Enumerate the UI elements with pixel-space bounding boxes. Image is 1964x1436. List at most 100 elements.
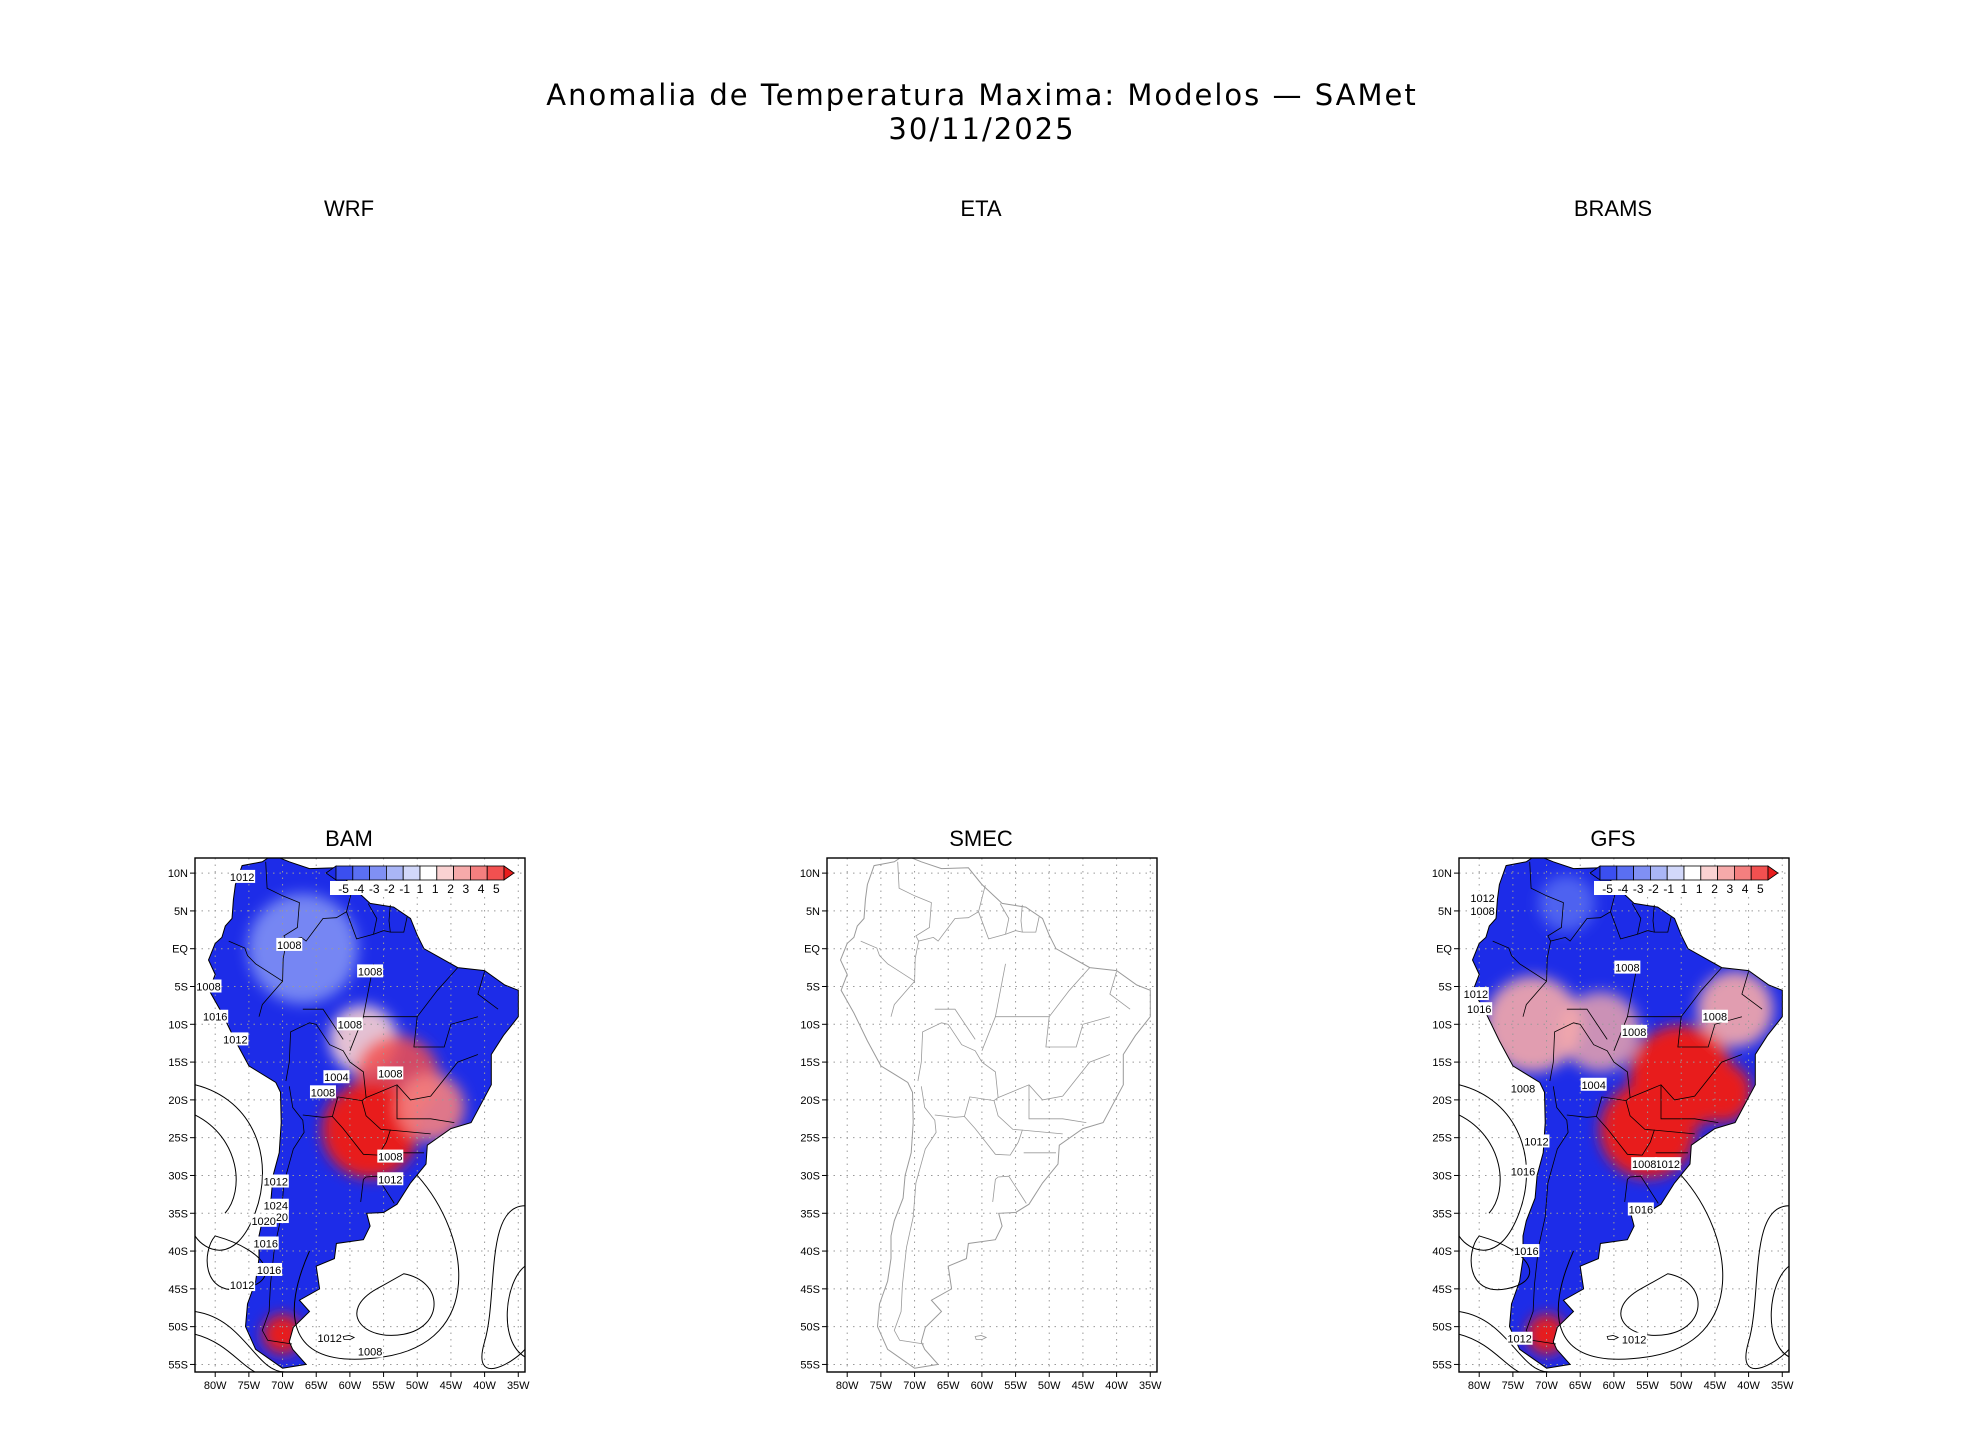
colorbar-label-bg [1594, 881, 1774, 895]
panel-title-gfs: GFS [1590, 826, 1636, 851]
colorbar-swatch [1666, 865, 1685, 881]
gfs-isobar-label: 1008 [1632, 1159, 1656, 1171]
lon-tick-label: 65W [1569, 1380, 1592, 1390]
gfs-isobar-label-bg [1701, 1009, 1728, 1023]
lon-tick-label: 50W [1670, 1380, 1693, 1390]
lat-tick-label: 10S [1432, 1019, 1452, 1031]
colorbar-label-bg [330, 881, 510, 895]
gfs-isobar-label: 1016 [1467, 1004, 1491, 1016]
bam-isobar-label: 1012 [223, 1034, 247, 1046]
lon-tick-label: 80W [204, 1380, 227, 1390]
lon-tick-label: 75W [238, 1380, 261, 1390]
bam-isobar-label: 1008 [378, 1068, 402, 1080]
colorbar-swatch [1750, 865, 1769, 881]
lon-tick-label: 50W [1038, 1380, 1061, 1390]
gfs-isobar-label: 1008 [1622, 1027, 1646, 1039]
lat-tick-label: 20S [168, 1095, 188, 1107]
gfs-isobar-label: 1016 [1629, 1204, 1653, 1216]
bam-falklands [342, 1335, 356, 1340]
lat-tick-label: 45S [1432, 1284, 1452, 1296]
smec-frame [826, 857, 1158, 1373]
smec-coastline [839, 858, 1151, 1369]
gfs-isobar-label-bg [1621, 1024, 1648, 1038]
lat-tick-label: 50S [800, 1322, 820, 1334]
bam-isobar-label-bg [309, 1085, 336, 1099]
gfs-isobar-label-bg [1469, 891, 1496, 905]
bam-isobar-label-bg [357, 964, 384, 978]
lon-tick-label: 55W [1636, 1380, 1659, 1390]
lon-tick-label: 65W [305, 1380, 328, 1390]
bam-map: 1012 1008 1008 1008 1016 1008 1012 1004 1008 1008… [168, 857, 530, 1390]
gfs-axis-labels: 10N 5N EQ 5S 10S 15S 20S 25S 30S 35S 40S 45S 50S 55S 8… [1432, 868, 1794, 1390]
gfs-isobar-label: 1012 [1464, 989, 1488, 1001]
lon-tick-label: 70W [1535, 1380, 1558, 1390]
colorbar-label: 1 [432, 882, 439, 896]
bam-isobar-label: 1008 [378, 1152, 402, 1164]
lon-tick-label: 40W [1105, 1380, 1128, 1390]
gfs-anomaly-blob [1599, 1082, 1696, 1179]
lat-tick-label: 30S [800, 1170, 820, 1182]
gfs-isobar-label: 1008 [1511, 1084, 1535, 1096]
gfs-isobar-label-bg [1469, 903, 1496, 917]
bam-anomaly-blob [396, 1073, 465, 1142]
gfs-coastline [1471, 858, 1783, 1369]
colorbar-warm-end [1767, 865, 1779, 881]
bam-isobar-label: 1012 [378, 1174, 402, 1186]
colorbar-label: 5 [493, 882, 500, 896]
lat-tick-label: 25S [168, 1133, 188, 1145]
bam-isobar-label-bg [262, 1174, 289, 1188]
bam-isobar-label: 1008 [277, 940, 301, 952]
lat-tick-label: 35S [168, 1208, 188, 1220]
gfs-map-body [1459, 858, 1789, 1372]
lat-tick-label: 10S [800, 1019, 820, 1031]
colorbar-label: 3 [462, 882, 469, 896]
bam-isobar-label-bg [202, 1009, 229, 1023]
colorbar-label: -3 [369, 882, 380, 896]
gfs-isobar-label-bg [1621, 1332, 1648, 1346]
lat-tick-label: 30S [168, 1170, 188, 1182]
lon-tick-label: 35W [507, 1380, 530, 1390]
map-panel-bam: 1012 1008 1008 1008 1016 1008 1012 1004 1008 1008… [150, 850, 530, 1390]
smec-falklands [974, 1335, 988, 1340]
gfs-isobar-label: 1004 [1581, 1080, 1605, 1092]
map-panel-smec: 10N 5N EQ 5S 10S 15S 20S 25S 30S 35S 40S 45S 50S 55S 8… [782, 850, 1162, 1390]
gfs-isobars [1459, 1084, 1789, 1372]
bam-isobar-label-bg [336, 1017, 363, 1031]
colorbar-warm-end [503, 865, 515, 881]
bam-isobar-label-bg [377, 1172, 404, 1186]
lat-tick-label: 10S [168, 1019, 188, 1031]
gfs-anomaly-blob [1697, 971, 1774, 1048]
colorbar-label: 1 [1681, 882, 1688, 896]
colorbar-swatch [436, 865, 454, 881]
colorbar-swatch [1700, 865, 1718, 881]
lat-tick-label: 35S [1432, 1208, 1452, 1220]
bam-map-body [195, 858, 525, 1372]
lon-tick-label: 55W [372, 1380, 395, 1390]
colorbar-swatch [402, 865, 421, 881]
smec-axis-labels: 10N 5N EQ 5S 10S 15S 20S 25S 30S 35S 40S 45S 50S 55S 8… [800, 868, 1162, 1390]
gfs-falklands [1606, 1335, 1620, 1340]
bam-isobar-label: 1012 [230, 1280, 254, 1292]
colorbar-label: 4 [1742, 882, 1749, 896]
lat-tick-label: 10N [1432, 868, 1452, 880]
colorbar-label: 2 [1711, 882, 1718, 896]
lat-tick-label: 40S [168, 1246, 188, 1258]
bam-isobar-label-bg [229, 869, 256, 883]
colorbar-label: 3 [1726, 882, 1733, 896]
lon-tick-label: 45W [1072, 1380, 1095, 1390]
lat-tick-label: 5S [1439, 982, 1452, 994]
gfs-isobar-label-bg [1513, 1244, 1540, 1258]
lon-tick-label: 35W [1139, 1380, 1162, 1390]
bam-isobar-label-bg [229, 1278, 256, 1292]
colorbar-swatch [1733, 865, 1752, 881]
lon-tick-label: 70W [271, 1380, 294, 1390]
gfs-colorbar: -5 -4 -3 -2 -1 1 1 2 3 4 5 [1589, 865, 1779, 896]
bam-isobar-label: 1008 [358, 1347, 382, 1359]
colorbar-label: -2 [1648, 882, 1659, 896]
gfs-isobar-labels: 1012100810081012101610081008100410081012… [1462, 891, 1728, 1346]
gfs-anomaly-blob [1485, 976, 1582, 1073]
bam-isobar-label: 1016 [257, 1265, 281, 1277]
bam-axis-labels: 10N 5N EQ 5S 10S 15S 20S 25S 30S 35S 40S 45S 50S 55S 8… [168, 868, 530, 1390]
lon-tick-label: 55W [1004, 1380, 1027, 1390]
gfs-isobar-label: 1012 [1524, 1136, 1548, 1148]
